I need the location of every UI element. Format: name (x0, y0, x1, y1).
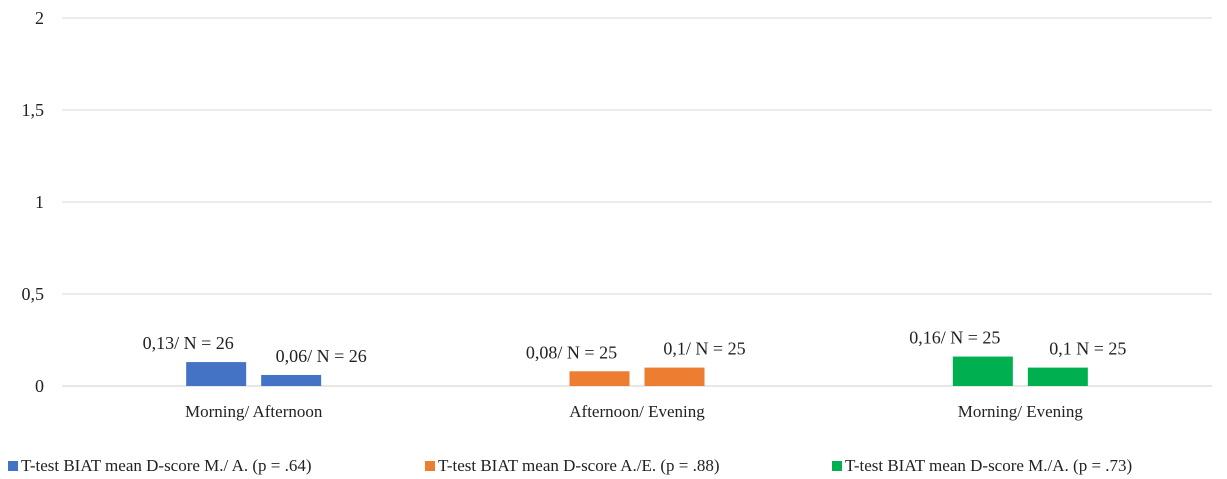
legend-label: T-test BIAT mean D-score M./A. (p = .73) (845, 456, 1133, 475)
legend-label: T-test BIAT mean D-score A./E. (p = .88) (438, 456, 720, 475)
legend-swatch (832, 461, 842, 471)
x-category-label: Morning/ Evening (958, 402, 1084, 421)
legend-item: T-test BIAT mean D-score M./A. (p = .73) (832, 456, 1132, 476)
bar-data-label: 0,13/ N = 26 (143, 333, 234, 353)
y-tick-label: 2 (35, 8, 44, 28)
legend-label: T-test BIAT mean D-score M./ A. (p = .64… (21, 456, 312, 475)
y-axis-tick-labels: 0 0,5 1 1,5 2 (22, 8, 45, 396)
legend-swatch (425, 461, 435, 471)
bar (644, 367, 705, 386)
legend-item: T-test BIAT mean D-score M./ A. (p = .64… (8, 456, 312, 476)
bars (186, 356, 1088, 386)
legend: T-test BIAT mean D-score M./ A. (p = .64… (0, 456, 1227, 476)
y-tick-label: 0,5 (22, 284, 45, 304)
x-axis-category-labels: Morning/ Afternoon Afternoon/ Evening Morn… (185, 402, 1083, 421)
bar-data-label: 0,1 N = 25 (1049, 339, 1126, 359)
x-category-label: Morning/ Afternoon (185, 402, 323, 421)
bar-data-label: 0,16/ N = 25 (909, 328, 1000, 348)
x-category-label: Afternoon/ Evening (569, 402, 705, 421)
legend-swatch (8, 461, 18, 471)
bar (261, 374, 322, 386)
y-tick-label: 0 (35, 376, 44, 396)
legend-item: T-test BIAT mean D-score A./E. (p = .88) (425, 456, 720, 476)
bar-data-label: 0,08/ N = 25 (526, 342, 617, 362)
bar (186, 362, 247, 386)
gridlines (62, 17, 1212, 387)
bar (1027, 367, 1088, 386)
y-tick-label: 1 (35, 192, 44, 212)
bar-chart: 0 0,5 1 1,5 2 0,13/ N = 26 0,06/ N = 26 0,08/ … (22, 8, 1212, 421)
bar-data-label: 0,06/ N = 26 (276, 346, 367, 366)
bar-data-labels: 0,13/ N = 26 0,06/ N = 26 0,08/ N = 25 0,1/… (143, 328, 1127, 366)
bar (569, 371, 630, 386)
bar-data-label: 0,1/ N = 25 (663, 339, 745, 359)
y-tick-label: 1,5 (22, 100, 45, 120)
bar (952, 356, 1013, 386)
